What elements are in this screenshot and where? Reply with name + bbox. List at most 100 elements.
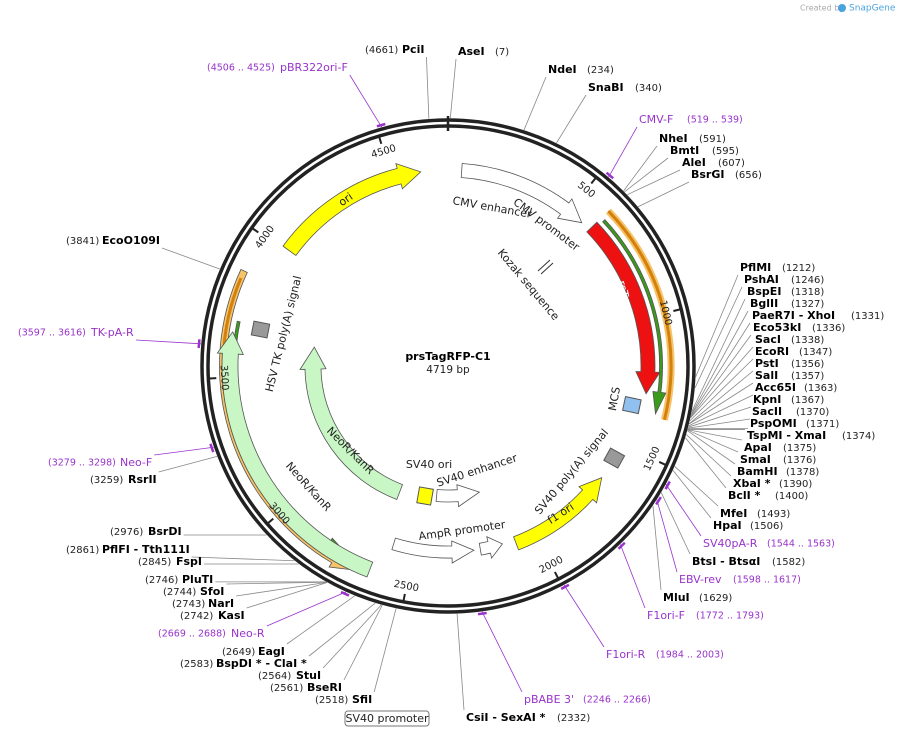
- enzyme-position: (2746): [145, 575, 178, 586]
- enzyme-name: SalI: [755, 369, 778, 382]
- enzyme-position: (2976): [110, 527, 143, 538]
- enzyme-name: StuI: [296, 669, 321, 682]
- enzyme-position: (1375): [783, 443, 816, 454]
- enzyme-position: (1331): [851, 311, 884, 322]
- tick-label: 4500: [370, 143, 398, 161]
- connector: [286, 595, 355, 645]
- enzyme-position: (2743): [172, 599, 205, 610]
- connector: [674, 466, 719, 507]
- connector: [695, 274, 739, 377]
- enzyme-name: BsrGI: [691, 168, 724, 181]
- enzyme-name: XbaI *: [733, 477, 771, 490]
- enzyme-position: (1212): [782, 263, 815, 274]
- enzyme-name: PspOMI: [750, 417, 797, 430]
- tick-label: 2500: [393, 579, 420, 595]
- primer-mark: [560, 583, 570, 591]
- enzyme-position: (595): [712, 146, 739, 157]
- enzyme-position: (2742): [180, 611, 213, 622]
- connector: [308, 602, 376, 657]
- primer-range: (1544 .. 1563): [767, 539, 835, 550]
- primer-mark: [605, 171, 614, 180]
- connector: [226, 581, 327, 585]
- primer-range: (1984 .. 2003): [656, 650, 724, 661]
- primer-name: EBV-rev: [679, 573, 722, 586]
- enzyme-position: (7): [495, 47, 509, 58]
- connector: [246, 582, 328, 609]
- enzyme-position: (656): [735, 170, 762, 181]
- enzyme-position: (1390): [779, 479, 812, 490]
- connector: [687, 429, 739, 453]
- enzyme-position: (607): [718, 158, 745, 169]
- connector: [523, 76, 547, 131]
- primer-range: (3597 .. 3616): [18, 328, 86, 339]
- connector: [373, 608, 397, 693]
- enzyme-name: SfiI: [352, 693, 372, 706]
- feature-label: HSV TK poly(A) signal: [263, 275, 304, 394]
- connector: [449, 58, 457, 119]
- primer-mark: [197, 339, 201, 349]
- primer-name: TK-pA-R: [90, 326, 134, 339]
- plasmid-length: 4719 bp: [426, 364, 470, 376]
- enzyme-name: NheI: [659, 132, 688, 145]
- enzyme-position: (1371): [806, 419, 839, 430]
- feature-arrow: [299, 346, 404, 501]
- connector: [685, 437, 727, 489]
- enzyme-name: AseI: [458, 45, 485, 58]
- orf-line: [607, 210, 673, 421]
- connector: [266, 591, 346, 627]
- enzyme-position: (2564): [258, 671, 291, 682]
- primer-mark: [340, 590, 350, 597]
- primer-name: pBABE 3': [524, 693, 574, 706]
- primer-name: SV40pA-R: [703, 537, 758, 550]
- primer-range: (3279 .. 3298): [48, 458, 116, 469]
- enzyme-position: (1357): [791, 371, 824, 382]
- connector: [236, 581, 327, 597]
- primer-mark: [477, 611, 487, 616]
- connector: [456, 613, 465, 711]
- connector: [608, 126, 638, 178]
- connector: [672, 470, 712, 519]
- enzyme-position: (1493): [757, 509, 790, 520]
- enzyme-name: PstI: [755, 357, 779, 370]
- enzyme-name: MluI: [663, 591, 690, 604]
- connector: [154, 446, 214, 456]
- connector: [556, 94, 587, 144]
- tick-mark: [658, 461, 668, 467]
- enzyme-position: (1356): [791, 359, 824, 370]
- enzyme-position: (2583): [180, 659, 213, 670]
- primer-name: pBR322ori-F: [280, 61, 348, 74]
- logo: [838, 4, 846, 12]
- connector: [158, 456, 218, 473]
- enzyme-position: (1367): [791, 395, 824, 406]
- tick-label: 2000: [538, 555, 566, 576]
- connector: [688, 418, 751, 429]
- connector: [690, 334, 752, 418]
- tick-mark: [402, 593, 406, 603]
- enzyme-position: (2649): [222, 647, 255, 658]
- plasmid-name: prsTagRFP-C1: [405, 350, 490, 363]
- connector: [624, 157, 669, 193]
- tick-mark: [673, 307, 683, 312]
- feature-label: Kozak sequence: [495, 246, 562, 323]
- connector: [637, 181, 690, 208]
- primer-mark: [209, 443, 215, 453]
- primer-range: (2246 .. 2266): [583, 695, 651, 706]
- connector: [652, 505, 662, 591]
- connector: [694, 286, 743, 389]
- primer-range: (2669 .. 2688): [158, 629, 226, 640]
- mcs-box: [622, 395, 642, 415]
- feature-arrow: [478, 535, 504, 560]
- connector: [191, 556, 295, 562]
- connector: [426, 56, 430, 119]
- connector: [690, 322, 751, 416]
- tick-label: 1000: [657, 299, 674, 326]
- enzyme-position: (2845): [138, 557, 171, 568]
- enzyme-name: EagI: [258, 645, 285, 658]
- enzyme-name: NarI: [208, 597, 234, 610]
- feature-arrow: [602, 219, 667, 416]
- connector: [563, 584, 605, 648]
- enzyme-name: HpaI: [713, 519, 742, 532]
- enzyme-position: (1374): [842, 431, 875, 442]
- enzyme-position: (340): [635, 83, 662, 94]
- tick-mark: [265, 517, 274, 526]
